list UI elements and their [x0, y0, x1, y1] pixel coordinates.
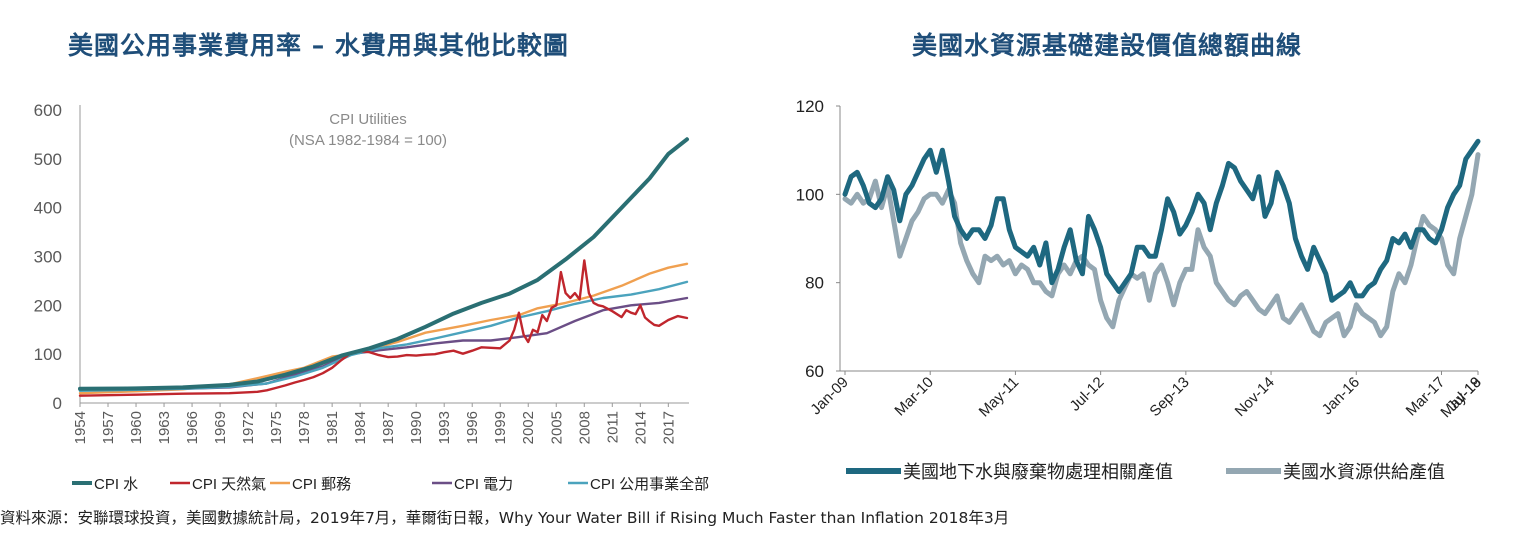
left-inner-subtitle: (NSA 1982-1984 = 100) — [289, 132, 447, 149]
left-x-tick-label: 1960 — [128, 411, 145, 444]
left-inner-title: CPI Utilities — [329, 111, 407, 128]
left-x-tick-label: 2014 — [632, 411, 649, 444]
right-series-line-0 — [842, 138, 1481, 303]
left-series-line-2 — [78, 262, 689, 395]
left-x-tick-label: 1954 — [72, 411, 89, 444]
left-chart: 0 100 200 300 400 500 600 1954 1957 1960 1963 1966 1… — [34, 101, 710, 493]
right-legend-label-1: 美國水資源供給產值 — [1283, 462, 1445, 482]
left-x-tick-label: 1966 — [184, 411, 201, 444]
left-y-tick-label: 200 — [34, 296, 62, 315]
left-legend-label-1: CPI 天然氣 — [192, 476, 266, 493]
right-y-tick-label: 60 — [805, 362, 824, 381]
right-x-tick-label: Mar-10 — [891, 374, 937, 420]
left-y-tick-label: 0 — [53, 394, 62, 413]
right-chart-title: 美國水資源基礎建設價值總額曲線 — [912, 31, 1303, 60]
left-y-tick-label: 300 — [34, 248, 62, 267]
left-x-tick-label: 1984 — [352, 411, 369, 444]
left-x-tick-label: 1993 — [436, 411, 453, 444]
left-x-tick-label: 1978 — [296, 411, 313, 444]
right-x-tick-label: Sep-13 — [1146, 374, 1192, 420]
left-series-line-0 — [78, 137, 689, 391]
right-x-tick-label: Jul-19 — [1444, 374, 1485, 415]
left-x-tick-label: 1957 — [100, 411, 117, 444]
left-x-tick-label: 1981 — [324, 411, 341, 444]
left-chart-title: 美國公用事業費用率 – 水費用與其他比較圖 — [68, 31, 569, 60]
left-series-line-4 — [78, 280, 689, 392]
left-y-tick-label: 100 — [34, 345, 62, 364]
left-x-tick-label: 1987 — [380, 411, 397, 444]
right-x-tick-label: Nov-14 — [1232, 374, 1278, 420]
left-x-tick-label: 1972 — [240, 411, 257, 444]
right-y-tick-label: 80 — [805, 274, 824, 293]
left-legend-label-3: CPI 電力 — [454, 476, 513, 493]
left-x-tick-label: 1990 — [408, 411, 425, 444]
left-legend-label-0: CPI 水 — [94, 476, 138, 493]
right-legend-label-0: 美國地下水與廢棄物處理相關產值 — [903, 462, 1173, 482]
left-x-tick-label: 1975 — [268, 411, 285, 444]
left-y-tick-label: 400 — [34, 199, 62, 218]
left-series-line-1 — [78, 259, 689, 397]
left-x-tick-label: 2008 — [576, 411, 593, 444]
left-x-tick-label: 2002 — [520, 411, 537, 444]
left-x-tick-label: 2011 — [604, 411, 621, 443]
left-legend-label-2: CPI 郵務 — [292, 476, 351, 493]
right-x-tick-label: May-11 — [976, 374, 1023, 421]
source-note: 資料來源：安聯環球投資，美國數據統計局，2019年7月，華爾街日報，Why Yo… — [0, 509, 1010, 527]
right-y-tick-label: 100 — [796, 185, 824, 204]
left-x-tick-label: 1963 — [156, 411, 173, 444]
left-y-tick-label: 600 — [34, 101, 62, 120]
left-x-tick-label: 1969 — [212, 411, 229, 444]
left-legend-label-4: CPI 公用事業全部 — [590, 475, 709, 493]
left-y-tick-label: 500 — [34, 150, 62, 169]
left-x-tick-label: 2017 — [660, 411, 677, 444]
left-x-tick-label: 1996 — [464, 411, 481, 444]
right-series-line-1 — [842, 152, 1481, 339]
right-x-tick-label: Jan-16 — [1319, 374, 1363, 418]
left-x-tick-label: 1999 — [492, 411, 509, 444]
right-y-tick-label: 120 — [796, 97, 824, 116]
right-x-tick-label: Jul-12 — [1067, 374, 1108, 415]
left-x-tick-label: 2005 — [548, 411, 565, 444]
